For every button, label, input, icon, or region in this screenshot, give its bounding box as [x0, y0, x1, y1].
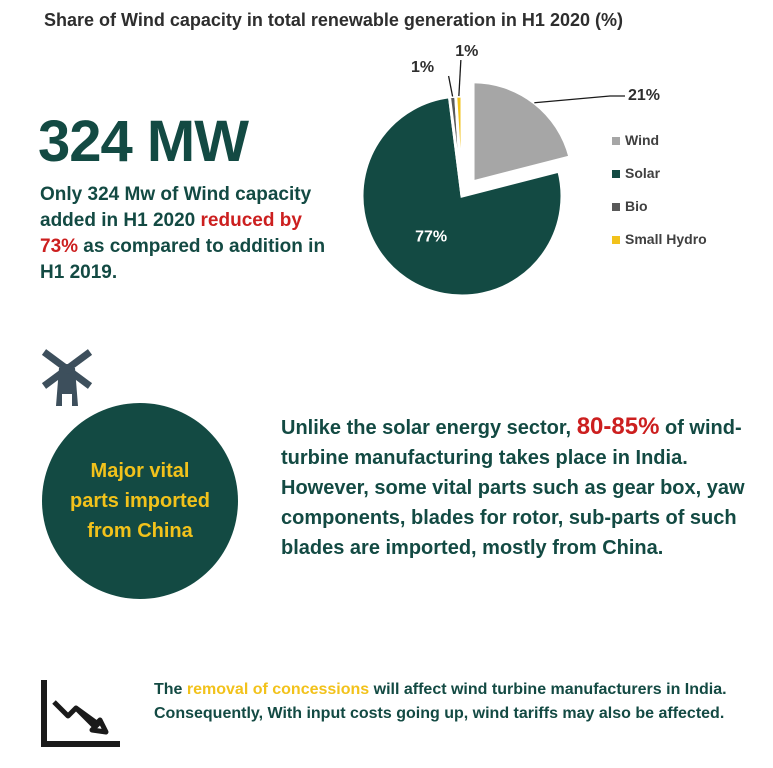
pie-label-bio: 1%	[411, 59, 434, 76]
footer-note: The removal of concessions will affect w…	[154, 678, 759, 726]
footer-highlight: removal of concessions	[186, 681, 370, 698]
pie-label-wind: 21%	[628, 87, 660, 104]
pie-chart: 21% 77% 1% 1% Wind Solar Bio Small Hydro	[360, 43, 707, 298]
headline-description: Only 324 Mw of Wind capacity added in H1…	[40, 182, 330, 286]
windmill-icon	[40, 346, 94, 413]
legend-label-bio: Bio	[625, 198, 648, 214]
pie-slice-wind	[471, 80, 572, 184]
pie-leader-wind	[534, 95, 625, 104]
body-text-1: Unlike the solar energy sector,	[281, 417, 577, 439]
pie-label-small-hydro: 1%	[455, 43, 478, 60]
legend-swatch-bio	[612, 203, 620, 211]
headline-highlight: reduced by 73%	[40, 210, 302, 257]
legend-label-solar: Solar	[625, 165, 661, 181]
headline-number: 324 MW	[38, 109, 249, 174]
pie-slice-solar	[360, 95, 564, 298]
footer-text-2: will affect wind turbine manufacturers i…	[154, 681, 727, 722]
pie-leader-small-hydro	[458, 59, 462, 97]
legend-label-small-hydro: Small Hydro	[625, 231, 707, 247]
circle-text: Major vital parts imported from China	[69, 460, 211, 542]
body-text-2: of wind-turbine manufacturing takes plac…	[281, 417, 745, 559]
headline-text-1: Only 324 Mw of Wind capacity added in H1…	[40, 184, 312, 231]
legend-label-wind: Wind	[625, 132, 659, 148]
pie-leader-bio	[447, 75, 454, 97]
body-highlight: 80-85%	[576, 413, 660, 440]
imported-parts-circle: Major vital parts imported from China	[42, 403, 238, 599]
manufacturing-description: Unlike the solar energy sector, 80-85% o…	[281, 412, 751, 563]
footer-text-1: The	[154, 681, 187, 698]
legend-swatch-wind	[612, 137, 620, 145]
chart-title: Share of Wind capacity in total renewabl…	[44, 10, 623, 30]
headline-text-2: as compared to addition in H1 2019.	[40, 236, 326, 283]
legend-swatch-small-hydro	[612, 236, 620, 244]
downward-trend-icon	[38, 676, 124, 757]
legend-swatch-solar	[612, 170, 620, 178]
pie-label-solar: 77%	[415, 228, 447, 245]
